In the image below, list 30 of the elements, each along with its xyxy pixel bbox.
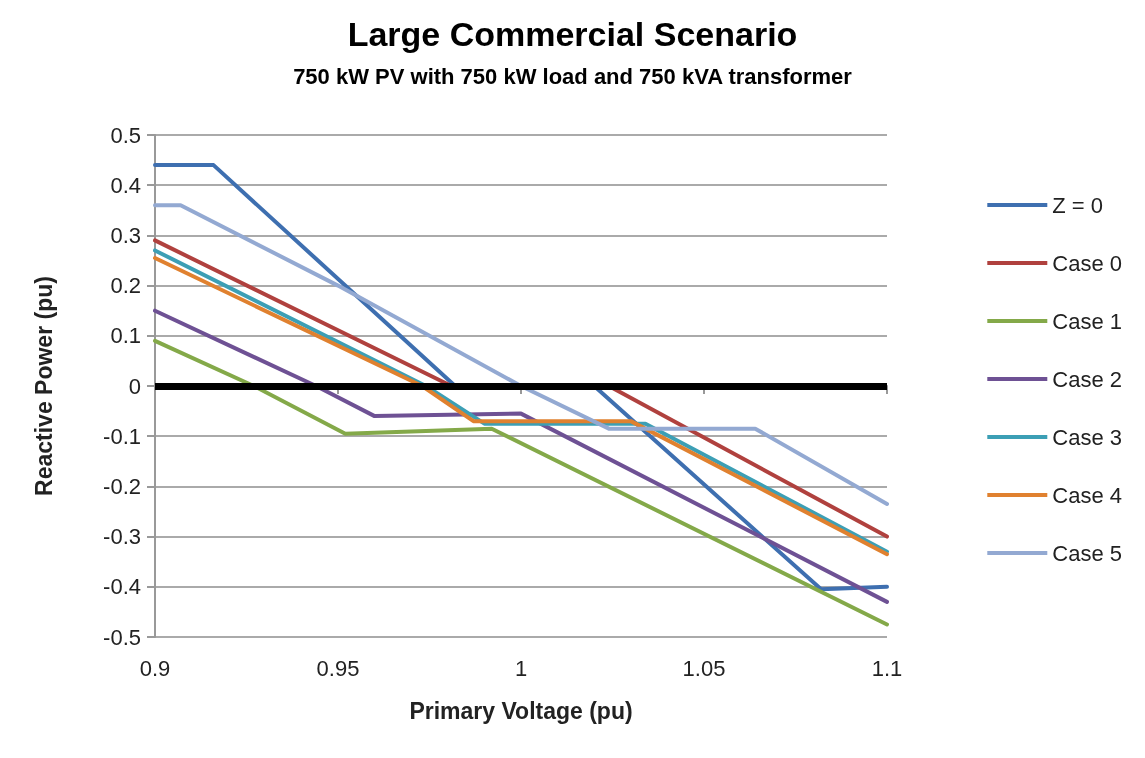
y-tick-label: 0.5	[110, 122, 141, 148]
x-tick-label: 0.95	[316, 655, 360, 681]
legend-label: Case 2	[1052, 366, 1123, 392]
y-tick-label: -0.5	[103, 624, 141, 650]
y-axis-title: Reactive Power (pu)	[30, 276, 57, 496]
legend-label: Case 5	[1052, 540, 1123, 566]
legend-label: Case 3	[1052, 424, 1123, 450]
y-tick-label: 0	[128, 373, 141, 399]
y-tick-label: 0.2	[110, 273, 141, 299]
x-tick-label: 0.9	[139, 655, 171, 681]
y-tick-label: -0.2	[103, 473, 141, 499]
legend-label: Case 4	[1052, 482, 1123, 508]
legend-label: Case 0	[1052, 250, 1123, 276]
y-tick-label: -0.3	[103, 524, 141, 550]
x-tick-label: 1	[514, 655, 528, 681]
y-tick-label: 0.1	[110, 323, 141, 349]
line-series	[153, 308, 889, 604]
legend-label: Z = 0	[1052, 192, 1104, 218]
line-series	[153, 203, 889, 506]
chart-title: Large Commercial Scenario	[347, 15, 798, 53]
y-tick-label: -0.1	[103, 423, 141, 449]
legend-label: Case 1	[1052, 308, 1123, 334]
x-tick-label: 1.1	[871, 655, 903, 681]
y-tick-label: -0.4	[103, 574, 141, 600]
chart-subtitle: 750 kW PV with 750 kW load and 750 kVA transformer	[293, 63, 853, 89]
x-tick-label: 1.05	[682, 655, 726, 681]
y-tick-label: 0.4	[110, 172, 141, 198]
y-tick-label: 0.3	[110, 222, 141, 248]
line-series	[153, 338, 889, 627]
x-axis-title: Primary Voltage (pu)	[409, 697, 633, 724]
